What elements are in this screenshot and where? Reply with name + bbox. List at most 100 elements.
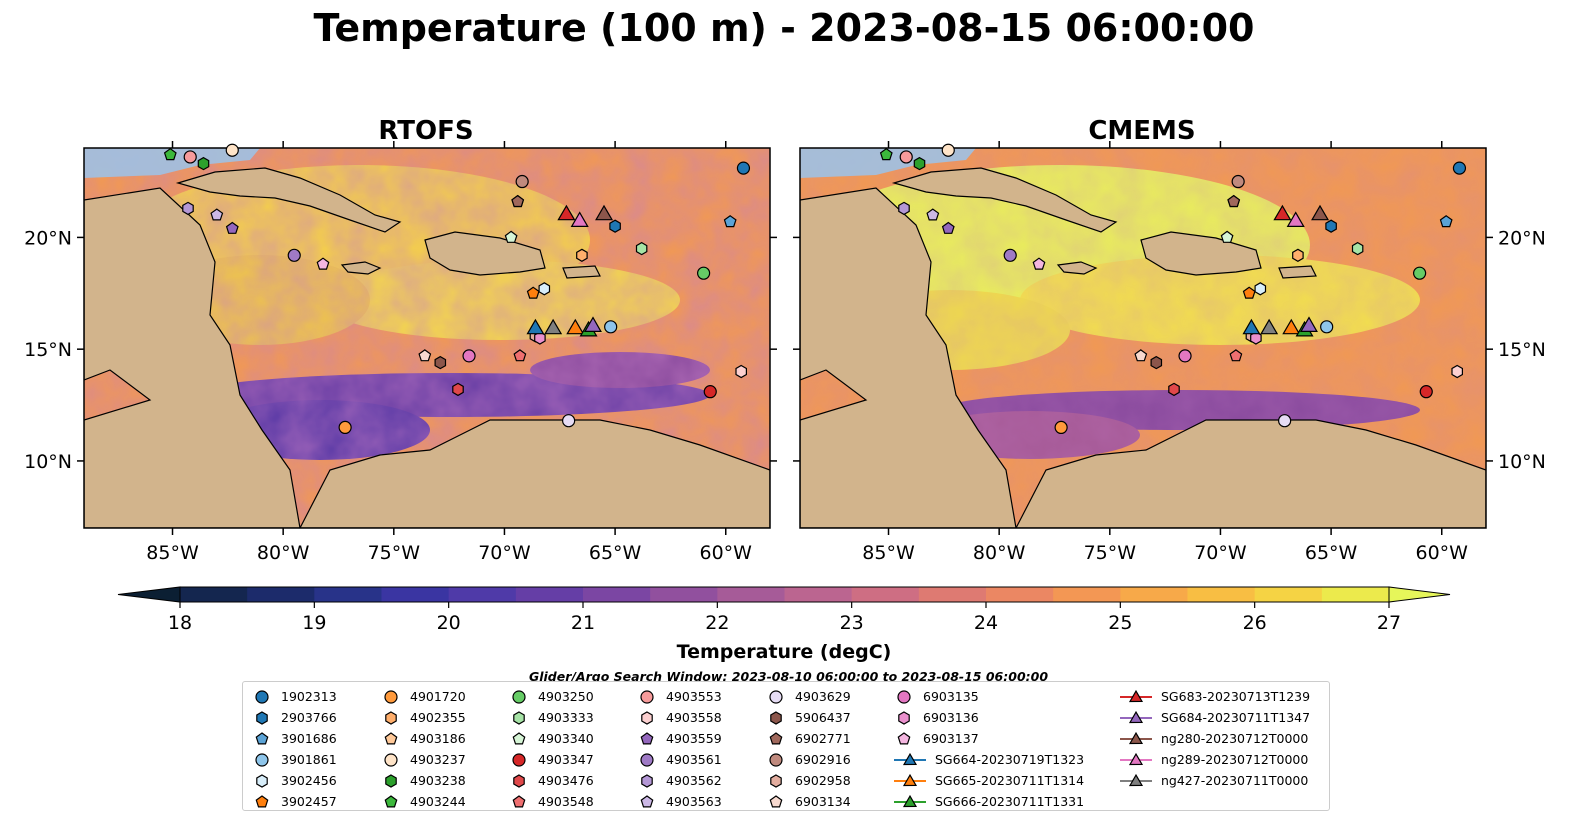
float-marker <box>511 194 525 208</box>
legend-item: 2903766 <box>251 707 337 728</box>
map-panel-cmems[interactable]: 85°W 80°W 75°W 70°W 65°W 60°W 10°N 15°N 20°N <box>793 141 1546 564</box>
lon-tick-label: 70°W <box>1194 542 1247 564</box>
legend-marker <box>898 710 910 725</box>
colorbar-segment <box>986 587 1054 602</box>
legend-marker <box>512 752 526 767</box>
lon-labels: 85°W 80°W 75°W 70°W 65°W 60°W <box>862 542 1468 564</box>
legend-marker <box>897 731 911 744</box>
glider-marker <box>1286 211 1305 227</box>
legend-item: SG666-20230711T1331 <box>893 791 1084 812</box>
legend-label: 6903135 <box>923 689 979 704</box>
float-marker <box>926 208 940 221</box>
hexagon-marker-icon <box>641 773 653 788</box>
lon-tick-label: 65°W <box>589 542 642 564</box>
float-marker <box>899 150 913 164</box>
legend-item: SG665-20230711T1314 <box>893 770 1084 791</box>
float-marker <box>1231 174 1245 189</box>
legend-label: 4901720 <box>410 689 466 704</box>
legend-item: 1902313 <box>251 686 337 707</box>
legend-marker <box>769 794 783 807</box>
triangle-marker-icon <box>1120 773 1152 786</box>
legend-column: 1902313 2903766 3901686 3901861 3902456 39024… <box>251 686 337 812</box>
legend-marker <box>902 773 918 786</box>
shelf <box>84 148 260 178</box>
legend-item: 4903333 <box>508 707 594 728</box>
legend-label: 6902916 <box>795 752 851 767</box>
pentagon-marker-icon <box>384 731 398 744</box>
legend-column: 4903250 4903333 4903340 4903347 4903476 49035… <box>508 686 594 812</box>
colorbar-segment <box>1187 587 1256 602</box>
tick-marks <box>77 141 777 535</box>
legend-marker <box>513 773 525 788</box>
colorbar-tick-label: 27 <box>1377 612 1401 634</box>
land-jamaica <box>1056 261 1098 275</box>
float-marker <box>1452 161 1467 175</box>
legend-marker <box>897 689 911 704</box>
land-central-america <box>800 187 1017 528</box>
legend-label: SG665-20230711T1314 <box>935 773 1085 788</box>
pentagon-marker-icon <box>255 731 269 744</box>
colorbar-label: Temperature (degC) <box>677 641 892 663</box>
legend-item: 4903244 <box>380 791 466 812</box>
circle-marker-icon <box>255 752 269 767</box>
legend-label: 3902457 <box>281 794 337 809</box>
float-marker <box>210 208 224 221</box>
panel-title-rtofs: RTOFS <box>378 116 473 146</box>
legend-label: 4903476 <box>538 773 594 788</box>
land-jamaica <box>340 261 382 275</box>
float-marker <box>1003 248 1017 262</box>
legend-marker <box>902 794 918 807</box>
float-marker <box>338 420 352 435</box>
legend-marker <box>1128 773 1144 786</box>
float-marker <box>1439 215 1453 228</box>
legend-label: 4903186 <box>410 731 466 746</box>
legend-item: 6903134 <box>765 791 851 812</box>
glider-marker <box>1273 204 1292 221</box>
lon-labels: 85°W 80°W 75°W 70°W 65°W 60°W <box>146 542 752 564</box>
glider-marker <box>595 204 614 221</box>
legend-label: 4903562 <box>666 773 722 788</box>
float-marker <box>225 143 239 157</box>
pentagon-marker-icon <box>512 731 526 744</box>
float-marker <box>1278 414 1292 428</box>
circle-marker-icon <box>640 689 654 704</box>
figure-title: Temperature (100 m) - 2023-08-15 06:00:0… <box>313 6 1254 50</box>
float-marker <box>1168 382 1180 397</box>
lat-tick-label: 10°N <box>24 451 72 473</box>
colorbar-tick-label: 25 <box>1108 612 1132 634</box>
legend-marker <box>640 731 654 744</box>
legend-item: 4903629 <box>765 686 851 707</box>
legend-item: 4903559 <box>636 728 722 749</box>
legend-label: 6903134 <box>795 794 851 809</box>
glider-marker <box>1260 318 1279 335</box>
float-marker <box>723 215 737 228</box>
float-marker <box>1451 364 1464 379</box>
legend-label: 4903238 <box>410 773 466 788</box>
float-marker <box>1351 241 1364 256</box>
legend-marker <box>1128 731 1144 744</box>
float-marker <box>1320 320 1334 334</box>
legend-item: 4903476 <box>508 770 594 791</box>
pentagon-marker-icon <box>897 731 911 744</box>
float-marker <box>697 266 711 280</box>
float-marker <box>1250 331 1262 345</box>
legend-item: 6903136 <box>893 707 1084 728</box>
legend-marker <box>641 710 653 725</box>
triangle-marker-icon <box>1120 710 1152 723</box>
float-marker <box>1054 420 1068 435</box>
colorbar-ticks: 18 19 20 21 22 23 24 25 26 27 <box>168 602 1401 634</box>
legend-item: 4903558 <box>636 707 722 728</box>
glider-marker <box>583 316 602 332</box>
map-panel-rtofs[interactable]: 85°W 80°W 75°W 70°W 65°W 60°W 10°N 15°N 20°N <box>24 141 777 564</box>
land-cuba <box>891 167 1118 233</box>
circle-marker-icon <box>897 689 911 704</box>
legend-label: 4903237 <box>410 752 466 767</box>
legend-label: SG666-20230711T1331 <box>935 794 1085 809</box>
legend: 1902313 2903766 3901686 3901861 3902456 39024… <box>242 681 1330 811</box>
markers <box>163 143 751 435</box>
colorbar-segment <box>314 587 382 602</box>
legend-item: 4903340 <box>508 728 594 749</box>
float-marker <box>941 221 955 234</box>
lon-tick-label: 60°W <box>700 542 753 564</box>
